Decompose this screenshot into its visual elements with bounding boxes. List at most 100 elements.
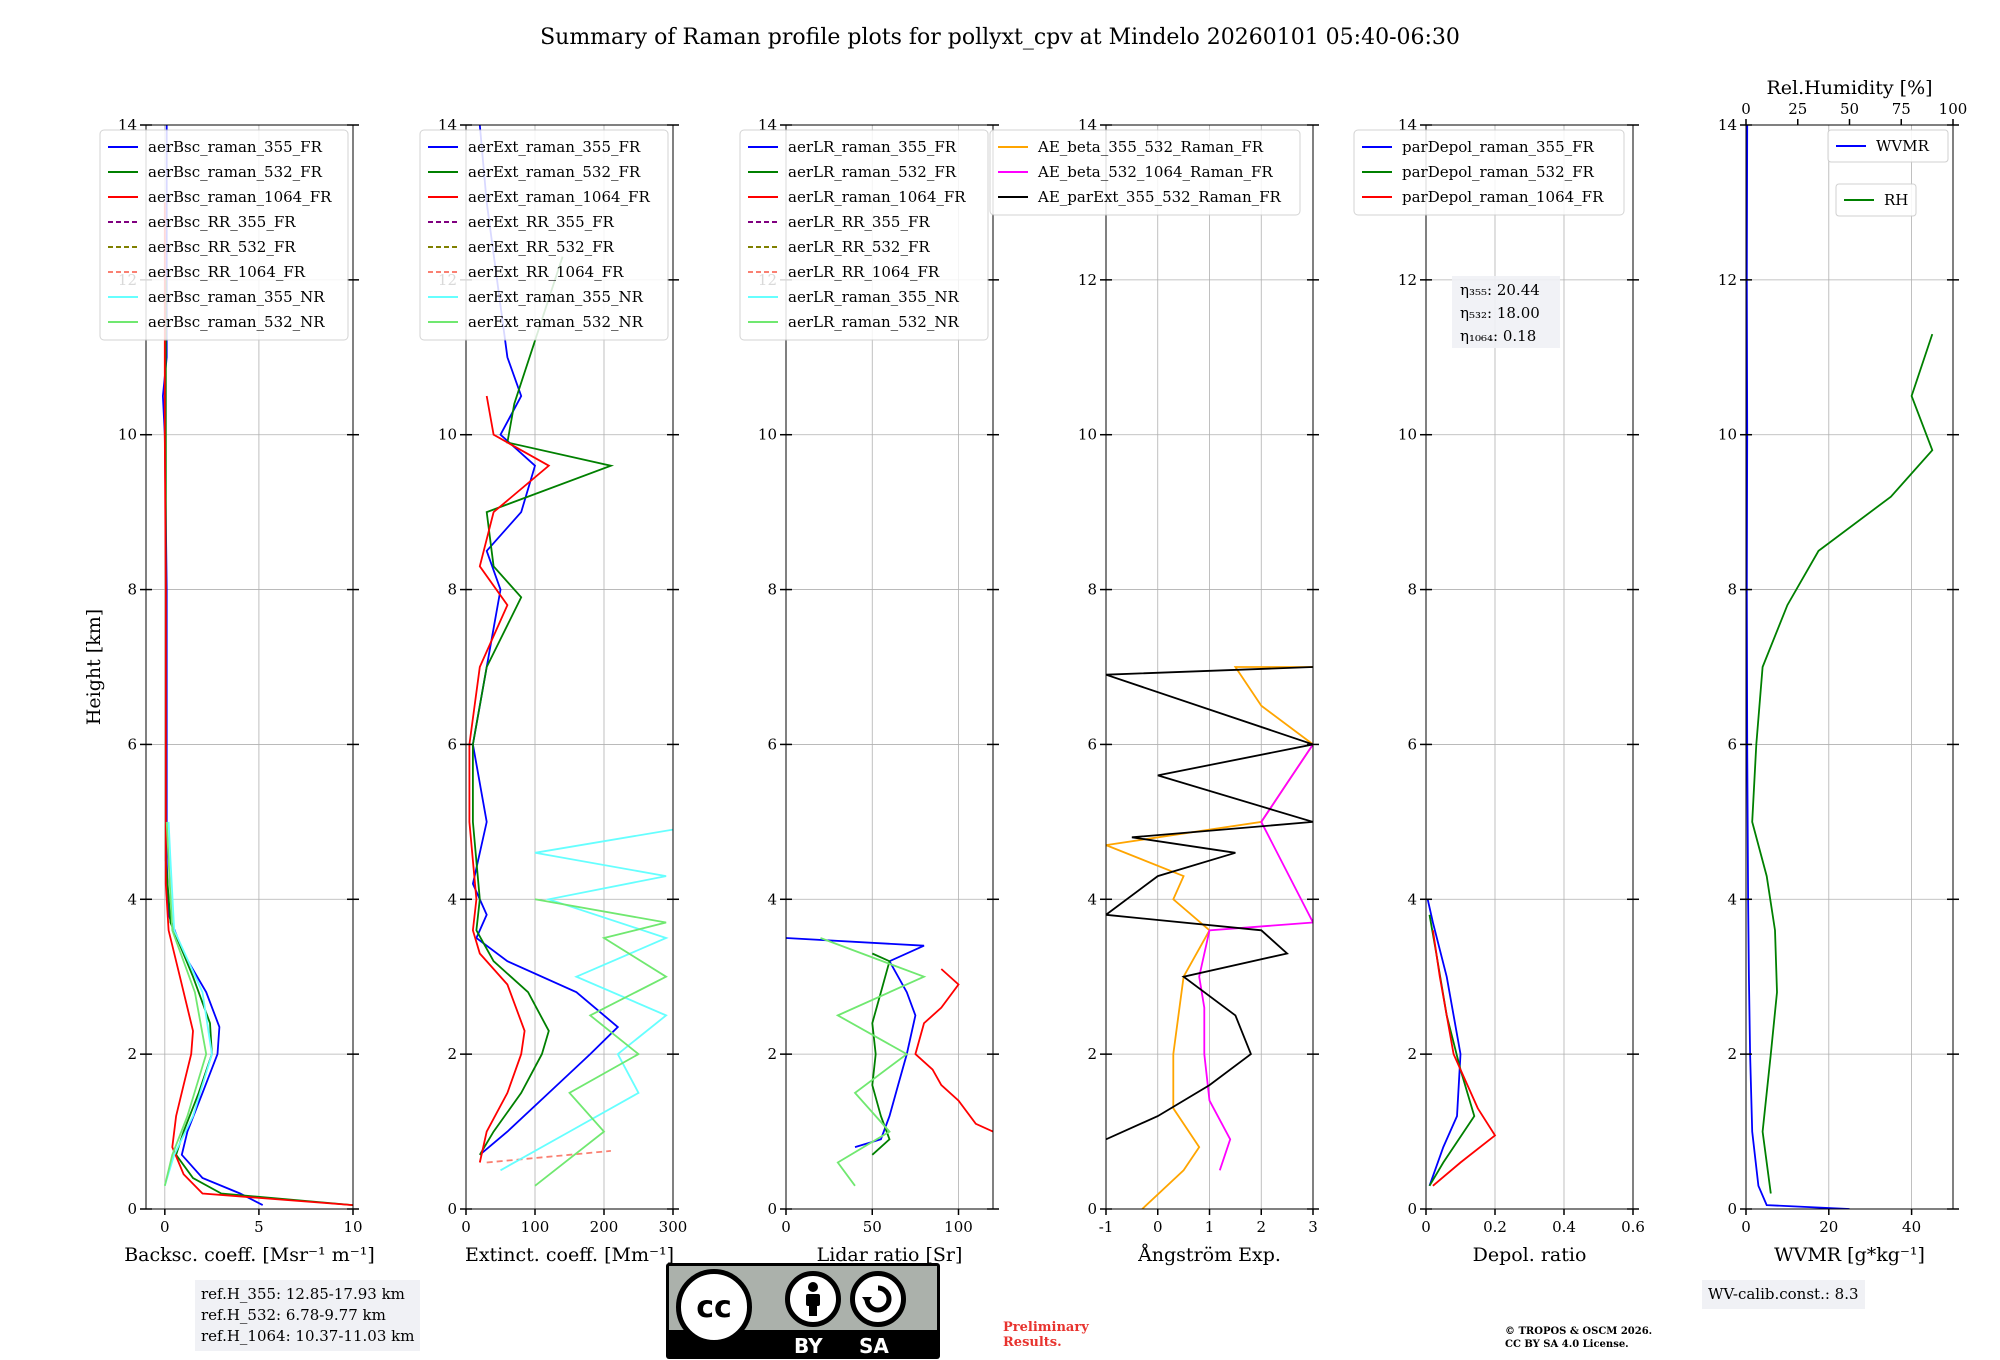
xlabel-bsc: Backsc. coeff. [Msr⁻¹ m⁻¹] (124, 1244, 375, 1266)
legend-label-aerBsc_RR_355_FR: aerBsc_RR_355_FR (148, 213, 296, 231)
x2tick-label-wv: 50 (1840, 100, 1859, 118)
series-aerExt_raman_532_NR (534, 898, 668, 1187)
legend-label-aerLR_raman_355_NR: aerLR_raman_355_NR (788, 288, 959, 306)
xtick-label-dep: 0.6 (1621, 1218, 1645, 1236)
xtick-label-lr: 50 (863, 1218, 882, 1236)
ytick-label-ae: 2 (1087, 1045, 1097, 1063)
series-group-ae (1106, 666, 1313, 1209)
ytick-label-ext: 8 (447, 581, 457, 599)
xtick-label-wv: 20 (1819, 1218, 1838, 1236)
series-AE_beta_355_532_Raman_FR (1106, 666, 1313, 1209)
xtick-label-ext: 100 (521, 1218, 550, 1236)
series-aerExt_RR_1064_FR (486, 1150, 611, 1164)
series-WVMR (1746, 125, 1850, 1209)
depol-annotation-box (1452, 276, 1560, 348)
ytick-label-wv: 14 (1718, 116, 1737, 134)
ytick-label-bsc: 10 (118, 426, 137, 444)
legend-label-aerExt_RR_355_FR: aerExt_RR_355_FR (468, 213, 615, 231)
cc-logo-bottom: BY SA (666, 1331, 940, 1359)
xtick-label-dep: 0 (1421, 1218, 1431, 1236)
series-aerExt_raman_355_NR (500, 828, 673, 1172)
ytick-label-bsc: 4 (127, 890, 137, 908)
legend-label-aerExt_raman_355_FR: aerExt_raman_355_FR (468, 138, 641, 156)
legend-label-aerLR_raman_532_NR: aerLR_raman_532_NR (788, 313, 959, 331)
series-aerBsc_raman_355_NR (163, 821, 213, 1187)
series-aerLR_raman_532_NR (820, 937, 927, 1187)
legend-label-RH: RH (1884, 191, 1908, 209)
ytick-label-bsc: 8 (127, 581, 137, 599)
legend-label-aerExt_RR_1064_FR: aerExt_RR_1064_FR (468, 263, 624, 281)
panel-lr: 02468101214050100Lidar ratio [Sr]aerLR_r… (739, 116, 999, 1266)
legend-box-RH (1835, 183, 1917, 217)
xlabel-dep: Depol. ratio (1473, 1244, 1587, 1266)
ytick-label-ext: 4 (447, 890, 457, 908)
ytick-label-dep: 2 (1407, 1045, 1417, 1063)
axes-frame-lr (785, 124, 994, 1210)
series-parDepol_raman_1064_FR (1432, 930, 1497, 1187)
legend-label-aerExt_raman_1064_FR: aerExt_raman_1064_FR (468, 188, 650, 206)
ytick-label-wv: 4 (1727, 890, 1737, 908)
legend-label-aerBsc_raman_532_FR: aerBsc_raman_532_FR (148, 163, 323, 181)
legend-label-aerLR_raman_355_FR: aerLR_raman_355_FR (788, 138, 957, 156)
xtick-label-ae: 1 (1205, 1218, 1215, 1236)
xtick-label-ext: 0 (461, 1218, 471, 1236)
ref-height-box: ref.H_355: 12.85-17.93 km ref.H_532: 6.7… (195, 1280, 421, 1351)
x2tick-label-wv: 75 (1892, 100, 1911, 118)
ytick-label-dep: 10 (1398, 426, 1417, 444)
xtick-label-lr: 0 (781, 1218, 791, 1236)
legend-box-dep (1353, 129, 1625, 216)
ytick-label-dep: 8 (1407, 581, 1417, 599)
preliminary-note: Preliminary Results. (1003, 1320, 1089, 1350)
wv-calib-const: WV-calib.const.: 8.3 (1708, 1285, 1859, 1303)
legend-label-aerLR_raman_1064_FR: aerLR_raman_1064_FR (788, 188, 966, 206)
ytick-label-ae: 6 (1087, 735, 1097, 753)
ytick-label-wv: 2 (1727, 1045, 1737, 1063)
series-aerBsc_raman_532_FR (164, 279, 353, 1206)
ytick-label-ext: 0 (447, 1200, 457, 1218)
ytick-label-ae: 12 (1078, 271, 1097, 289)
panel-ext: 024681012140100200300Extinct. coeff. [Mm… (419, 116, 687, 1266)
series-parDepol_raman_355_FR (1426, 899, 1462, 1187)
xtick-label-wv: 0 (1741, 1218, 1751, 1236)
legend-box-ae (989, 129, 1301, 216)
legend-box-WVMR (1827, 129, 1949, 163)
legend-box-bsc (99, 129, 349, 341)
series-AE_beta_532_1064_Raman_FR (1198, 743, 1313, 1171)
copyright-line-1: © TROPOS & OSCM 2026. (1505, 1326, 1653, 1337)
ref-height-1064: ref.H_1064: 10.37-11.03 km (201, 1327, 415, 1345)
x2tick-label-wv: 0 (1741, 100, 1751, 118)
xtick-label-lr: 100 (944, 1218, 973, 1236)
ytick-label-wv: 8 (1727, 581, 1737, 599)
legend-box-lr (739, 129, 989, 341)
legend-box-ext (419, 129, 669, 341)
ytick-label-bsc: 6 (127, 735, 137, 753)
depol-annotation-0: η₃₅₅: 20.44 (1460, 281, 1540, 299)
ref-height-355: ref.H_355: 12.85-17.93 km (201, 1285, 405, 1303)
wv-calib-box: WV-calib.const.: 8.3 (1702, 1280, 1865, 1309)
ytick-label-lr: 6 (767, 735, 777, 753)
ytick-label-ext: 2 (447, 1045, 457, 1063)
x2label-wv: Rel.Humidity [%] (1766, 77, 1932, 99)
ytick-label-dep: 4 (1407, 890, 1417, 908)
series-group-wv (1746, 125, 1934, 1209)
ytick-label-dep: 12 (1398, 271, 1417, 289)
sa-share-icon (850, 1271, 906, 1327)
xlabel-lr: Lidar ratio [Sr] (817, 1244, 963, 1266)
preliminary-line-1: Preliminary (1003, 1320, 1089, 1335)
legend-label-aerLR_RR_355_FR: aerLR_RR_355_FR (788, 213, 930, 231)
sa-label: SA (859, 1334, 889, 1358)
legend-label-aerBsc_raman_532_NR: aerBsc_raman_532_NR (148, 313, 325, 331)
ytick-label-ae: 0 (1087, 1200, 1097, 1218)
axes-frame-dep (1425, 124, 1634, 1210)
ytick-label-lr: 0 (767, 1200, 777, 1218)
legend-label-aerBsc_RR_1064_FR: aerBsc_RR_1064_FR (148, 263, 306, 281)
panel-bsc: 024681012140510Backsc. coeff. [Msr⁻¹ m⁻¹… (83, 116, 375, 1266)
xtick-label-dep: 0.2 (1483, 1218, 1507, 1236)
legend-label-aerExt_raman_532_FR: aerExt_raman_532_FR (468, 163, 641, 181)
ytick-label-lr: 2 (767, 1045, 777, 1063)
xtick-label-bsc: 10 (343, 1218, 362, 1236)
legend-label-aerExt_raman_532_NR: aerExt_raman_532_NR (468, 313, 644, 331)
series-AE_parExt_355_532_Raman_FR (1106, 666, 1313, 1141)
